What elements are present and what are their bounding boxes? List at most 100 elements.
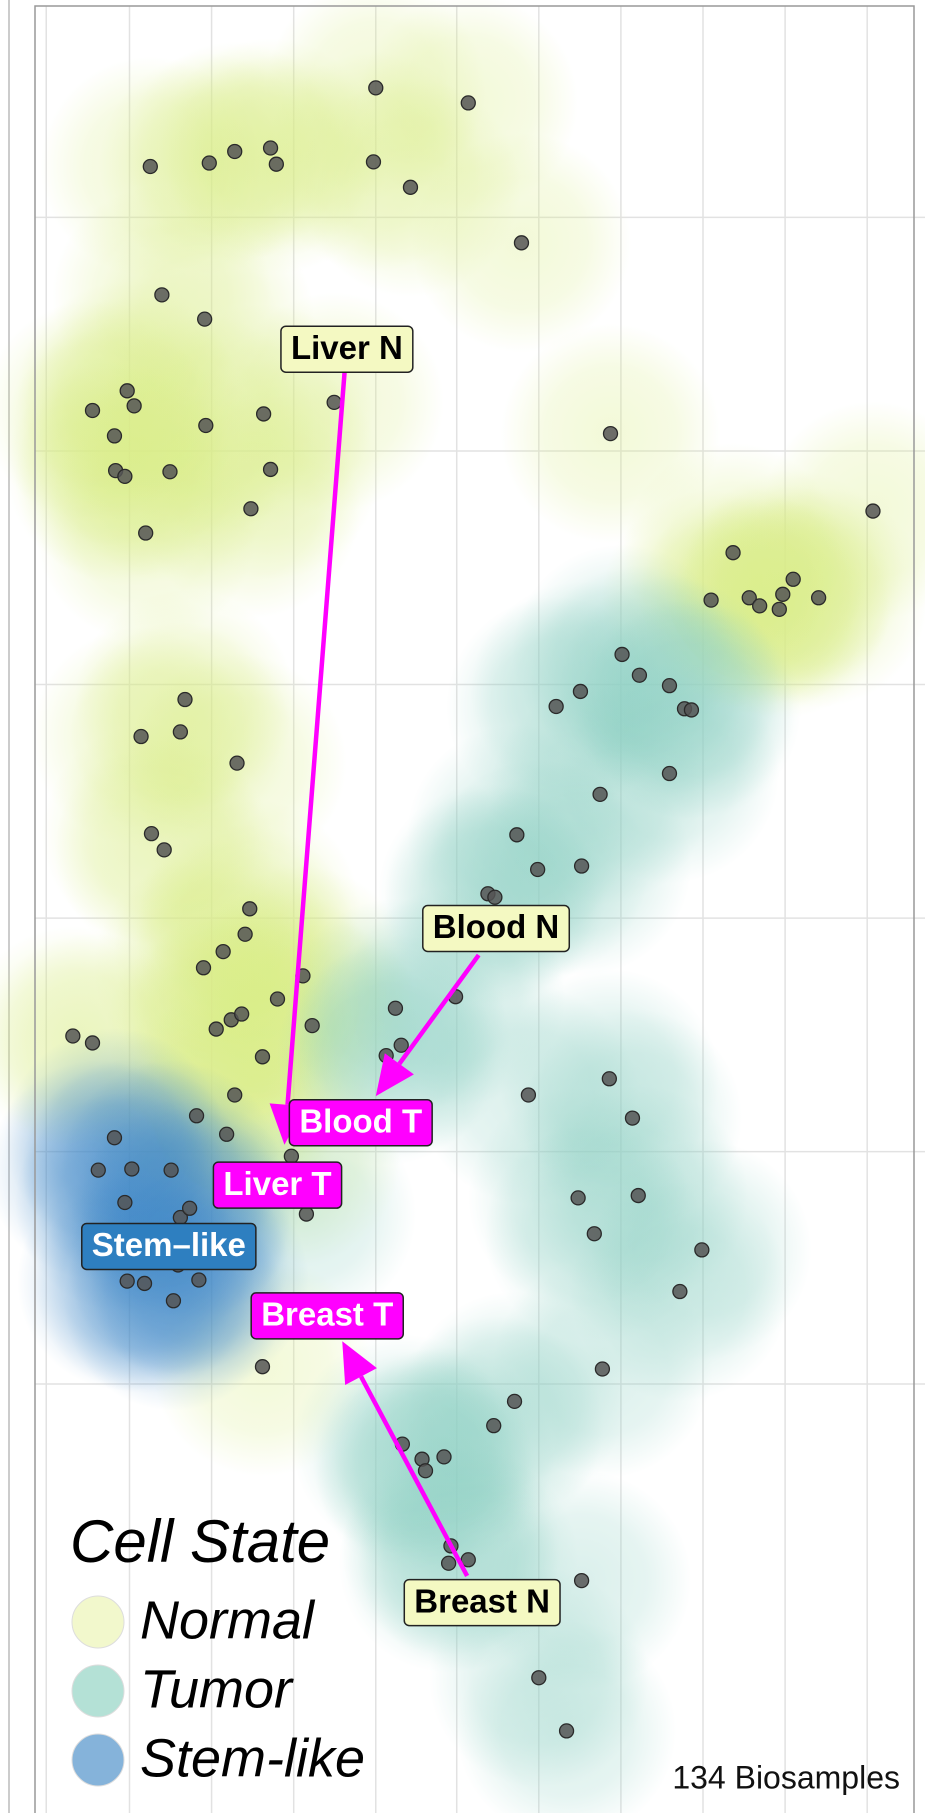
sample-point: [487, 889, 503, 905]
sample-point: [548, 698, 564, 715]
annotation-box: [250, 1292, 404, 1340]
legend-label: Tumor: [140, 1659, 294, 1719]
sample-point: [283, 1148, 300, 1164]
sample-point: [229, 755, 245, 771]
sample-point: [119, 383, 135, 399]
annotation: Liver N: [280, 325, 414, 373]
sample-point: [117, 1194, 133, 1211]
sample-point: [195, 960, 212, 976]
sample-point: [262, 461, 279, 478]
sample-point: [124, 1161, 140, 1177]
annotation-label: Blood T: [299, 1102, 422, 1139]
sample-point: [614, 646, 630, 663]
sample-point: [752, 598, 768, 614]
sample-point: [65, 1028, 81, 1044]
sample-point: [785, 571, 801, 587]
legend-label: Stem-like: [140, 1728, 365, 1788]
arrow-head: [375, 1053, 414, 1097]
sample-point: [163, 1162, 179, 1178]
sample-point: [154, 287, 170, 303]
legend-title: Cell State: [70, 1508, 330, 1575]
sample-count: 134 Biosamples: [672, 1759, 900, 1795]
sample-point: [631, 667, 648, 683]
sample-point: [201, 155, 217, 171]
sample-point: [227, 143, 243, 160]
sample-point: [304, 1017, 320, 1034]
sample-point: [694, 1242, 710, 1258]
sample-point: [242, 901, 258, 917]
sample-point: [402, 179, 419, 195]
sample-point: [208, 1021, 224, 1037]
sample-point: [106, 1130, 123, 1146]
sample-point: [84, 402, 101, 419]
sample-point: [191, 1272, 207, 1288]
sample-point: [165, 1293, 182, 1309]
sample-point: [531, 1670, 547, 1686]
sample-point: [865, 503, 881, 519]
annotation-box: [280, 325, 414, 373]
sample-point: [810, 590, 827, 606]
sample-point: [227, 1087, 243, 1103]
sample-point: [119, 1273, 135, 1289]
sample-point: [368, 80, 384, 96]
annotation-box: [288, 1098, 433, 1147]
annotation: Blood T: [288, 1098, 433, 1147]
annotation: Breast N: [403, 1578, 561, 1627]
sample-point: [255, 406, 272, 422]
sample-point: [254, 1359, 271, 1375]
sample-point: [136, 1275, 153, 1292]
sample-point: [460, 1552, 476, 1568]
arrow-shaft: [359, 1375, 470, 1578]
sample-point: [672, 1283, 688, 1300]
sample-point: [630, 1187, 646, 1204]
annotation-label: Stem–like: [92, 1226, 246, 1263]
sample-point: [436, 1449, 452, 1465]
annotation-box: [212, 1161, 343, 1209]
sample-point: [530, 861, 546, 878]
sample-point: [558, 1723, 575, 1739]
sample-point: [573, 858, 590, 874]
sample-point: [177, 691, 193, 708]
annotation: Breast T: [250, 1292, 404, 1340]
sample-point: [218, 1126, 235, 1142]
legend-swatch: [71, 1595, 125, 1649]
sample-point: [602, 425, 619, 442]
sample-point: [198, 417, 214, 434]
annotation-label: Breast N: [414, 1582, 550, 1619]
sample-point: [254, 1049, 271, 1065]
sample-point: [84, 1035, 101, 1051]
sample-point: [172, 724, 189, 740]
sample-point: [90, 1162, 106, 1178]
sample-point: [156, 842, 172, 858]
sample-point: [298, 1206, 315, 1222]
annotation-label: Liver N: [291, 329, 403, 366]
sample-point: [661, 678, 678, 694]
sample-point: [138, 525, 154, 541]
sample-point: [268, 156, 284, 172]
sample-point: [243, 501, 259, 517]
sample-point: [586, 1226, 602, 1242]
sample-point: [215, 943, 231, 960]
sample-point: [393, 1037, 409, 1053]
sample-point: [142, 158, 158, 175]
sample-point: [594, 1361, 611, 1377]
sample-point: [661, 765, 678, 782]
sample-point: [775, 586, 791, 602]
sample-point: [486, 1418, 502, 1434]
sample-point: [624, 1110, 641, 1126]
arrow-shaft: [285, 372, 347, 1105]
sample-point: [365, 154, 382, 170]
sample-point: [513, 235, 530, 251]
annotation-label: Breast T: [261, 1296, 393, 1333]
sample-point: [570, 1190, 586, 1206]
arrow-head: [342, 1341, 377, 1386]
sample-point: [440, 1555, 457, 1571]
annotation: Stem–like: [81, 1222, 257, 1271]
sample-point: [188, 1108, 205, 1124]
sample-point: [601, 1071, 617, 1087]
annotation-box: [422, 904, 571, 953]
sample-point: [143, 826, 160, 842]
sample-point: [106, 428, 123, 444]
sample-point: [572, 683, 589, 700]
